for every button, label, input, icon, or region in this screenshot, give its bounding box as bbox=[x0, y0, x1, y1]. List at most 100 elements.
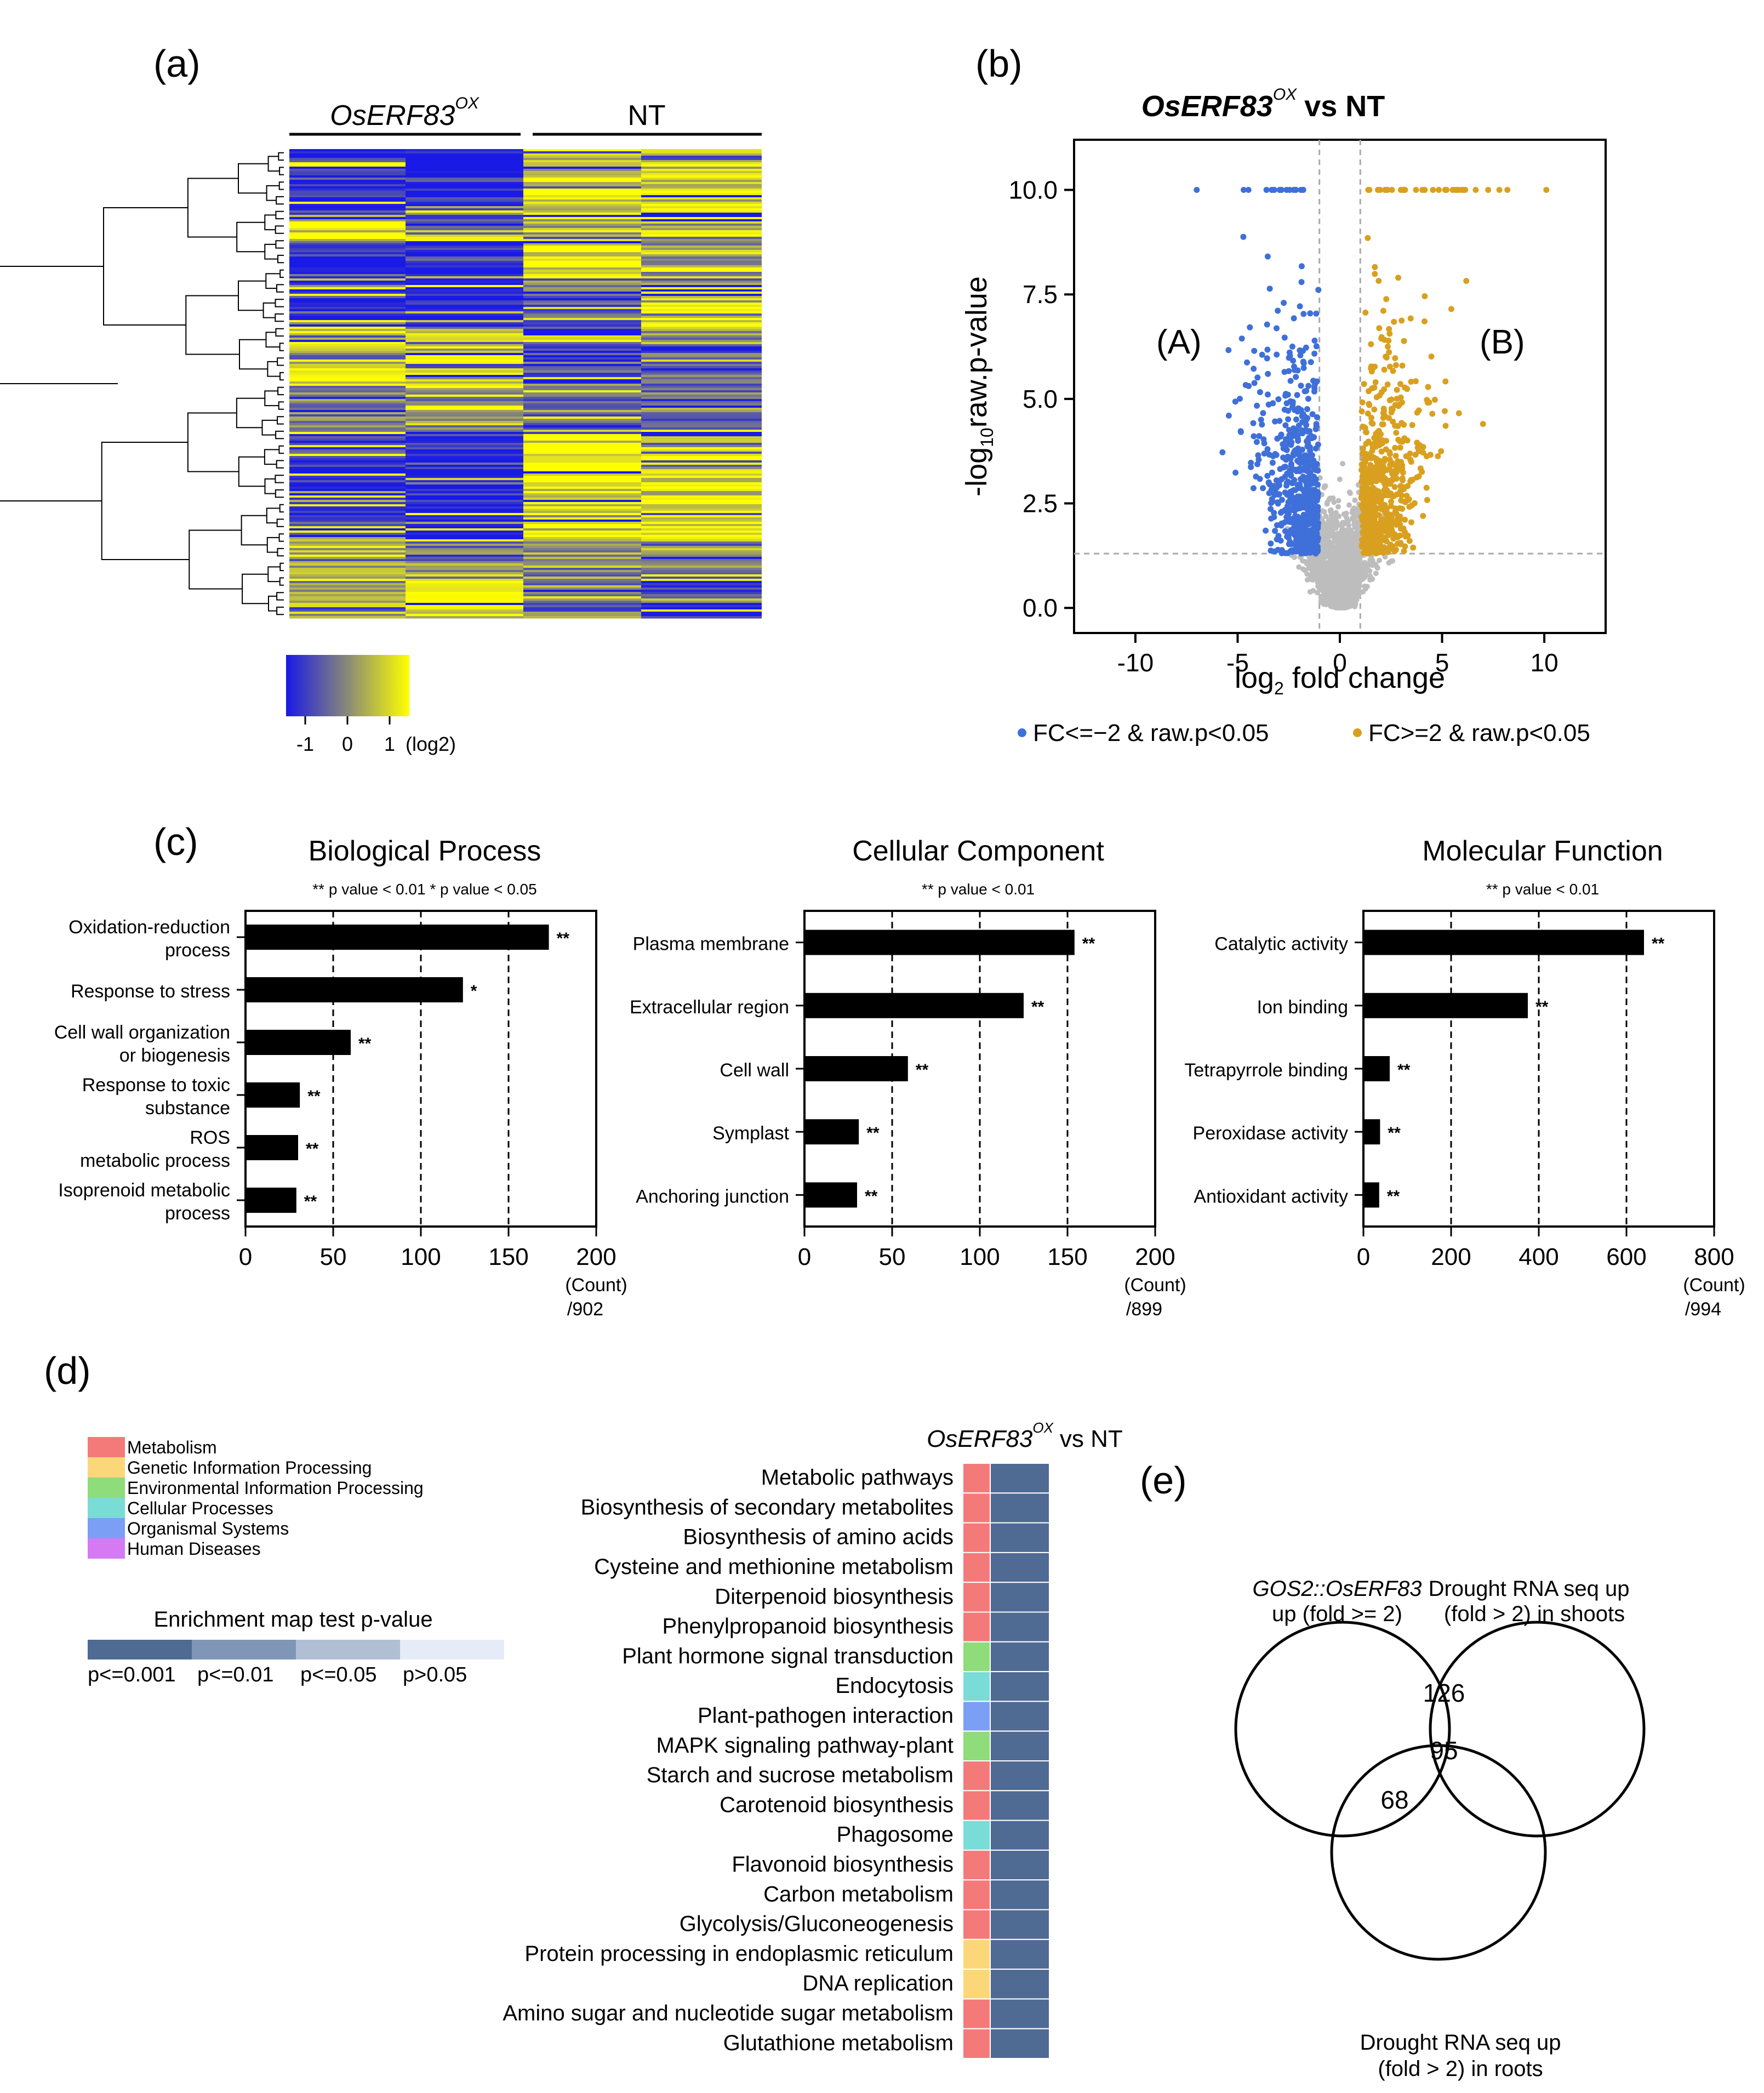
heatmap-cell bbox=[406, 206, 523, 209]
volcano-point-up bbox=[1392, 355, 1398, 361]
heatmap-cell bbox=[289, 224, 406, 226]
heatmap-cell bbox=[289, 364, 406, 367]
volcano-title: OsERF83OX vs NT bbox=[1141, 85, 1385, 123]
heatmap-cell bbox=[406, 158, 523, 161]
dendrogram-branch bbox=[275, 430, 284, 440]
volcano-point-up bbox=[1401, 548, 1407, 555]
heatmap-cell bbox=[523, 616, 641, 619]
heatmap-cell bbox=[289, 186, 406, 189]
heatmap-cell bbox=[523, 335, 641, 338]
heatmap-cell bbox=[641, 489, 762, 492]
heatmap-cell bbox=[641, 427, 762, 430]
heatmap-cell bbox=[641, 254, 762, 257]
heatmap-cell bbox=[523, 581, 641, 584]
heatmap-cell bbox=[523, 324, 641, 327]
volcano-point-down bbox=[1278, 476, 1285, 482]
heatmap-cell bbox=[523, 605, 641, 608]
dendrogram-branch bbox=[279, 577, 284, 586]
volcano-point-down bbox=[1277, 187, 1284, 193]
dendrogram-branch bbox=[275, 489, 284, 498]
volcano-point-ns bbox=[1343, 510, 1349, 516]
volcano-point-up bbox=[1360, 515, 1367, 521]
volcano-point-ns bbox=[1296, 564, 1302, 570]
heatmap-cell bbox=[523, 276, 641, 279]
volcano-point-up bbox=[1375, 427, 1382, 434]
heatmap-cell bbox=[406, 460, 523, 463]
volcano-point-ns bbox=[1343, 520, 1349, 526]
volcano-point-down bbox=[1272, 528, 1278, 534]
volcano-point-down bbox=[1277, 538, 1284, 544]
heatmap-cell bbox=[523, 561, 641, 564]
heatmap-cell bbox=[289, 204, 406, 207]
heatmap-cell bbox=[641, 276, 762, 279]
heatmap-cell bbox=[289, 349, 406, 351]
heatmap-cell bbox=[523, 548, 641, 551]
heatmap-cell bbox=[289, 533, 406, 535]
dendrogram-branch bbox=[279, 269, 284, 278]
bar-significance: ** bbox=[304, 1193, 317, 1211]
heatmap-cell bbox=[289, 493, 406, 496]
heatmap-cell bbox=[406, 410, 523, 413]
kegg-category-label: Environmental Information Processing bbox=[127, 1478, 424, 1498]
volcano-point-up bbox=[1377, 505, 1383, 512]
kegg-category-label: Human Diseases bbox=[127, 1539, 261, 1559]
heatmap-cell bbox=[289, 237, 406, 239]
heatmap-cell bbox=[641, 557, 762, 560]
heatmap-cell bbox=[406, 546, 523, 549]
heatmap-cell bbox=[406, 246, 523, 248]
bar-chart-title: Molecular Function bbox=[1422, 835, 1663, 867]
heatmap-cell bbox=[523, 283, 641, 286]
volcano-point-down bbox=[1293, 548, 1299, 555]
heatmap-cell bbox=[641, 607, 762, 610]
heatmap-cell bbox=[641, 579, 762, 581]
heatmap-cell bbox=[523, 430, 641, 432]
volcano-point-down bbox=[1285, 416, 1292, 423]
volcano-point-up bbox=[1438, 448, 1445, 454]
heatmap-cell bbox=[406, 256, 523, 259]
heatmap-cell bbox=[523, 495, 641, 498]
heatmap-cell bbox=[406, 524, 523, 527]
heatmap-cell bbox=[406, 526, 523, 529]
volcano-point-up bbox=[1395, 275, 1401, 281]
kegg-pvalue-cell bbox=[990, 1552, 1050, 1583]
volcano-point-up bbox=[1373, 497, 1379, 503]
volcano-point-down bbox=[1274, 351, 1280, 358]
heatmap-cell bbox=[289, 171, 406, 174]
heatmap-cell bbox=[641, 151, 762, 154]
heatmap-cell bbox=[523, 559, 641, 562]
venn-count-123: 95 bbox=[1430, 1736, 1458, 1765]
volcano-point-down bbox=[1237, 396, 1243, 402]
heatmap-cell bbox=[289, 520, 406, 522]
heatmap-cell bbox=[523, 248, 641, 250]
volcano-point-up bbox=[1366, 549, 1372, 555]
heatmap-cell bbox=[289, 425, 406, 428]
volcano-point-down bbox=[1308, 539, 1314, 545]
kegg-category-cell bbox=[962, 1969, 991, 2000]
heatmap-cell bbox=[523, 267, 641, 270]
heatmap-cell bbox=[406, 331, 523, 334]
volcano-point-up bbox=[1391, 484, 1398, 491]
volcano-point-ns bbox=[1334, 546, 1340, 551]
heatmap-cell bbox=[406, 199, 523, 202]
heatmap-cell bbox=[641, 570, 762, 573]
heatmap-cell bbox=[523, 285, 641, 288]
kegg-category-label: Organismal Systems bbox=[127, 1519, 289, 1538]
heatmap-cell bbox=[289, 403, 406, 406]
heatmap-cell bbox=[406, 421, 523, 424]
volcano-point-down bbox=[1288, 506, 1295, 512]
heatmap-cell bbox=[406, 395, 523, 397]
kegg-category-cell bbox=[962, 1790, 991, 1821]
heatmap-cell bbox=[523, 544, 641, 546]
heatmap-cell bbox=[289, 572, 406, 575]
heatmap-cell bbox=[289, 333, 406, 336]
heatmap-cell bbox=[406, 204, 523, 207]
volcano-point-down bbox=[1311, 529, 1318, 535]
heatmap-cell bbox=[289, 568, 406, 571]
dendrogram-branch bbox=[103, 207, 188, 326]
heatmap-cell bbox=[406, 320, 523, 323]
heatmap-cell bbox=[523, 410, 641, 413]
heatmap-cell bbox=[289, 423, 406, 426]
bar-chart-significance-note: ** p value < 0.01 bbox=[922, 881, 1035, 898]
volcano-point-up bbox=[1395, 515, 1401, 522]
heatmap-cell bbox=[406, 531, 523, 533]
